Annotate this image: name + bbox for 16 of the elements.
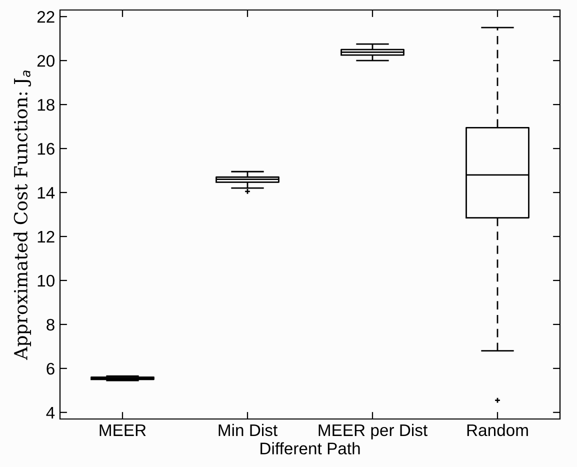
x-tick-label: Random [467, 424, 528, 436]
y-tick-label: 4 [46, 406, 55, 418]
y-tick-label: 8 [46, 318, 54, 331]
y-tick-label: 14 [38, 187, 55, 199]
x-axis-title: Different Path [260, 442, 360, 454]
y-tick-label: 20 [37, 54, 54, 67]
y-tick-label: 16 [38, 142, 54, 155]
y-tick-label: 12 [38, 230, 54, 243]
y-tick-label: 18 [38, 98, 54, 111]
x-tick-label: Min Dist [218, 424, 278, 436]
y-tick-label: 22 [37, 11, 54, 23]
x-tick-label: MEER [100, 424, 146, 436]
y-tick-label: 6 [46, 362, 54, 375]
y-axis-title: Approximated Cost Function: J$_{a}$ [14, 70, 32, 360]
y-tick-label: 10 [38, 274, 54, 287]
x-tick-label: MEER per Dist [318, 424, 428, 440]
